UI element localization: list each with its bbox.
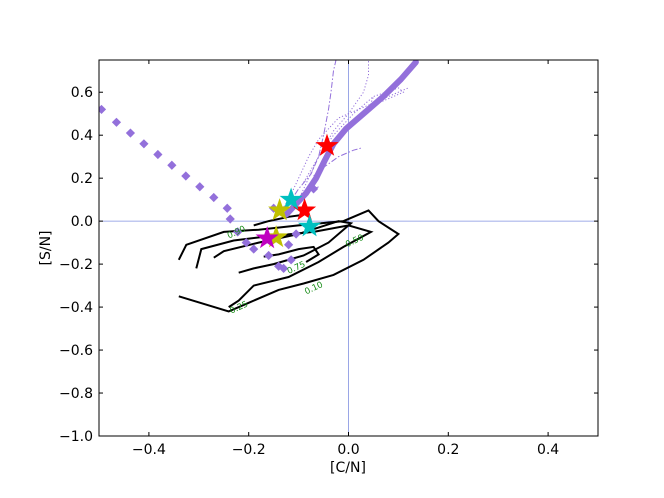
contour-line <box>195 224 374 308</box>
contour-label: 0.50 <box>344 233 365 250</box>
diamond-point <box>233 227 243 237</box>
y-axis-label: [S/N] <box>38 231 54 266</box>
contour-label: 0.25 <box>228 299 249 316</box>
diamond-point <box>284 240 294 250</box>
diamond-point <box>241 238 251 248</box>
y-tick-label: 0.0 <box>71 214 93 230</box>
x-tick-label: −0.2 <box>232 442 266 458</box>
diamond-point <box>291 229 301 239</box>
model-tracks <box>278 60 419 218</box>
diamond-point <box>222 203 232 213</box>
diamond-point <box>249 244 259 254</box>
diamond-point <box>274 261 284 271</box>
thin-track <box>278 87 409 215</box>
x-tick-label: 0.2 <box>437 442 459 458</box>
reference-lines <box>99 60 598 436</box>
diamond-point <box>308 184 319 194</box>
diamond-point <box>99 104 107 115</box>
y-axis-ticks: −1.0 −0.8 −0.6 −0.4 −0.2 0.0 0.2 0.4 0.6 <box>59 85 598 445</box>
y-tick-label: 0.6 <box>71 85 93 101</box>
star-marker <box>268 198 292 221</box>
x-axis-ticks: −0.4 −0.2 0.0 0.2 0.4 <box>132 60 559 458</box>
y-tick-label: −0.6 <box>59 343 93 359</box>
y-tick-label: −0.2 <box>59 257 93 273</box>
star-marker <box>297 214 322 237</box>
thick-track <box>283 60 419 218</box>
thin-track <box>298 60 369 200</box>
diamond-point <box>167 160 177 170</box>
y-tick-label: −1.0 <box>59 429 93 445</box>
diamond-point <box>279 263 289 274</box>
contour-line <box>253 213 304 227</box>
diamond-point <box>139 139 149 149</box>
thin-track <box>288 60 337 205</box>
star-marker <box>255 226 279 249</box>
y-tick-label: 0.4 <box>71 128 93 144</box>
diamond-point <box>125 128 136 138</box>
x-tick-label: 0.4 <box>537 442 559 458</box>
x-axis-label: [C/N] <box>330 460 366 476</box>
star-markers <box>255 133 339 249</box>
diamond-point <box>153 149 163 160</box>
contour-line <box>177 209 401 313</box>
diamond-point <box>209 192 219 203</box>
y-tick-label: 0.2 <box>71 171 93 187</box>
diamond-point <box>195 182 205 192</box>
x-tick-label: 0.0 <box>337 442 359 458</box>
contour-line <box>263 245 321 263</box>
y-tick-label: −0.8 <box>59 386 93 402</box>
diamond-point <box>225 214 235 224</box>
diamond-point <box>111 117 122 127</box>
diamond-series <box>99 104 319 274</box>
diamond-point <box>264 250 274 261</box>
star-marker <box>315 133 339 156</box>
diamond-point <box>181 171 191 181</box>
y-tick-label: −0.4 <box>59 300 93 316</box>
diamond-point <box>286 255 296 265</box>
star-marker <box>279 187 303 210</box>
x-tick-label: −0.4 <box>132 442 166 458</box>
